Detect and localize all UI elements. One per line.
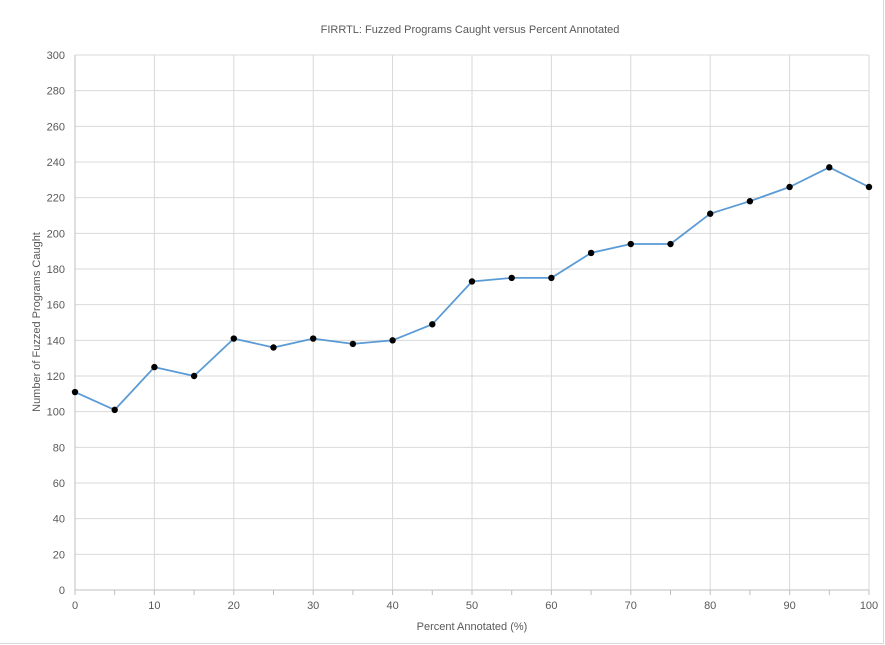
- x-tick-label: 70: [625, 600, 637, 612]
- data-point: [349, 340, 357, 348]
- x-tick-label: 60: [545, 600, 557, 612]
- axes: [74, 55, 870, 595]
- x-tick-label: 80: [704, 600, 716, 612]
- x-tick-label: 20: [228, 600, 240, 612]
- x-tick-label: 30: [307, 600, 319, 612]
- data-point: [508, 274, 515, 282]
- y-tick-label: 240: [47, 157, 65, 169]
- y-tick-label: 0: [59, 585, 65, 597]
- x-axis-title: Percent Annotated (%): [417, 621, 528, 633]
- gridlines: [75, 54, 870, 590]
- y-tick-label: 80: [53, 442, 65, 454]
- data-point: [865, 183, 873, 191]
- x-tick-label: 90: [783, 600, 795, 612]
- y-tick-label: 200: [47, 228, 65, 240]
- y-tick-label: 220: [47, 193, 65, 205]
- x-tick-label: 50: [466, 600, 478, 612]
- tick-labels: 0204060801001201401601802002202402602803…: [47, 50, 879, 612]
- data-point: [111, 406, 118, 414]
- y-tick-label: 120: [47, 371, 65, 383]
- x-tick-label: 100: [860, 600, 878, 612]
- data-point: [190, 372, 198, 380]
- x-tick-label: 10: [148, 600, 160, 612]
- data-point: [270, 344, 277, 351]
- y-tick-label: 100: [47, 407, 65, 419]
- data-point: [667, 240, 674, 248]
- y-tick-label: 180: [47, 264, 65, 276]
- y-axis-title: Number of Fuzzed Programs Caught: [31, 232, 43, 412]
- y-tick-label: 160: [47, 300, 65, 312]
- data-point: [429, 321, 436, 328]
- data-point: [389, 337, 396, 344]
- data-point: [548, 274, 555, 282]
- y-tick-label: 280: [47, 86, 65, 98]
- chart-title: FIRRTL: Fuzzed Programs Caught versus Pe…: [321, 24, 620, 36]
- data-point: [71, 388, 79, 396]
- x-tick-label: 40: [386, 600, 398, 612]
- data-point: [746, 198, 754, 205]
- data-point: [230, 335, 237, 342]
- data-point: [707, 210, 714, 217]
- y-tick-label: 40: [53, 514, 65, 526]
- data-point: [310, 335, 317, 342]
- data-point: [627, 240, 634, 248]
- y-tick-label: 140: [47, 335, 65, 347]
- x-tick-label: 0: [72, 600, 78, 612]
- y-tick-label: 260: [47, 121, 65, 133]
- data-point: [587, 249, 595, 257]
- data-point: [468, 278, 476, 285]
- series-layer: [71, 164, 873, 414]
- data-point: [151, 363, 158, 371]
- y-tick-label: 20: [53, 549, 65, 561]
- y-tick-label: 60: [53, 478, 65, 490]
- data-point: [786, 183, 793, 191]
- y-tick-label: 300: [47, 50, 65, 62]
- data-point: [826, 164, 833, 171]
